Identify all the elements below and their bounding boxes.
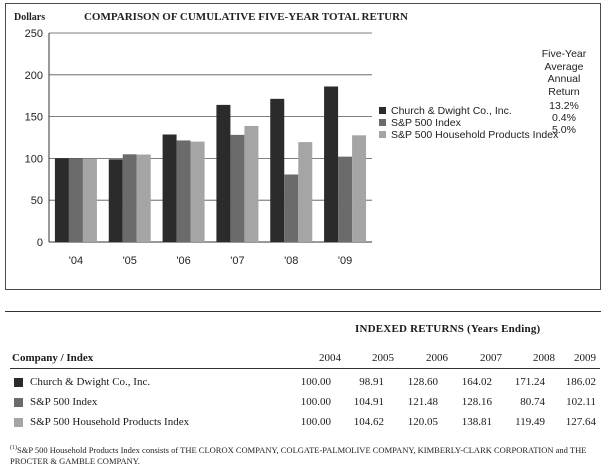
legend-label: Church & Dwight Co., Inc. (391, 105, 512, 117)
table-cell: 171.24 (514, 376, 545, 388)
table-cell: 80.74 (520, 396, 545, 408)
year-header: 2006 (426, 352, 448, 364)
y-axis-label: Dollars (14, 12, 45, 23)
footnote: (1)S&P 500 Household Products Index cons… (10, 443, 600, 468)
chart-title: COMPARISON OF CUMULATIVE FIVE-YEAR TOTAL… (84, 11, 408, 23)
y-tick-label: 250 (25, 28, 43, 40)
legend-return-sp500: 0.4% (552, 112, 576, 124)
table-cell: 121.48 (407, 396, 438, 408)
legend-header-line: Return (548, 85, 580, 98)
year-header: 2004 (319, 352, 341, 364)
x-tick-label: '09 (338, 255, 352, 267)
row-swatch (14, 418, 23, 427)
y-tick-label: 50 (31, 195, 43, 207)
table-cell: 164.02 (461, 376, 492, 388)
x-tick-label: '06 (176, 255, 190, 267)
x-tick-label: '07 (230, 255, 244, 267)
bar (216, 104, 231, 243)
table-row-sp500: S&P 500 Index 100.00 104.91 121.48 128.1… (10, 396, 600, 410)
year-header: 2009 (574, 352, 596, 364)
table-cell: 138.81 (461, 416, 492, 428)
x-tick-label: '04 (69, 255, 83, 267)
legend-header-line: Average (544, 60, 584, 73)
table-cell: 104.62 (353, 416, 384, 428)
y-tick-label: 200 (25, 70, 43, 82)
bar (230, 134, 245, 242)
chart-panel: Dollars COMPARISON OF CUMULATIVE FIVE-YE… (5, 3, 601, 290)
table-cell: 100.00 (300, 376, 331, 388)
y-tick-label: 100 (25, 153, 43, 165)
legend-returns-header: Five-Year Average Annual Return (526, 48, 602, 98)
bar (136, 154, 151, 242)
table-cell: 104.91 (353, 396, 384, 408)
row-swatch (14, 378, 23, 387)
legend-item-sp500: S&P 500 Index (379, 117, 461, 129)
legend-header-line: Five-Year (541, 48, 587, 60)
bar (82, 158, 97, 242)
legend-swatch (379, 107, 386, 114)
bar (324, 86, 339, 243)
x-tick-label: '08 (284, 255, 298, 267)
bar (108, 159, 123, 242)
table-cell: 120.05 (407, 416, 438, 428)
legend-label: S&P 500 Household Products Index (391, 129, 559, 141)
row-swatch (14, 398, 23, 407)
company-column-header: Company / Index (12, 352, 94, 364)
legend-return-church-dwight: 13.2% (549, 100, 579, 112)
bar (338, 156, 353, 242)
y-tick-label: 0 (37, 237, 43, 249)
year-header: 2007 (480, 352, 502, 364)
bar (68, 158, 83, 242)
table-cell: 186.02 (565, 376, 596, 388)
legend-swatch (379, 131, 386, 138)
table-cell: 128.16 (461, 396, 492, 408)
table-cell: 128.60 (407, 376, 438, 388)
bar (270, 98, 285, 243)
table-cell: 98.91 (359, 376, 384, 388)
table-cell: 127.64 (565, 416, 596, 428)
footnote-marker: (1) (10, 445, 17, 451)
table-top-rule (5, 311, 601, 312)
bar (244, 125, 259, 242)
table-cell: 100.00 (300, 416, 331, 428)
legend-label: S&P 500 Index (391, 117, 461, 129)
table-title: INDEXED RETURNS (Years Ending) (355, 323, 541, 335)
bar (352, 135, 367, 242)
x-tick-label: '05 (123, 255, 137, 267)
bar (298, 142, 313, 242)
table-header-row: Company / Index 2004 2005 2006 2007 2008… (10, 350, 598, 364)
row-name: Church & Dwight Co., Inc. (30, 376, 151, 388)
legend-item-church-dwight: Church & Dwight Co., Inc. (379, 105, 512, 117)
year-header: 2005 (372, 352, 394, 364)
row-name: S&P 500 Index (30, 396, 98, 408)
legend-header-line: Annual (547, 73, 581, 85)
bar (284, 174, 299, 242)
legend-return-household: 5.0% (552, 124, 576, 136)
bar (190, 141, 205, 242)
table-cell: 102.11 (566, 396, 596, 408)
y-tick-label: 150 (25, 112, 43, 124)
table-row-household: S&P 500 Household Products Index 100.00 … (10, 416, 600, 430)
table-cell: 100.00 (300, 396, 331, 408)
year-header: 2008 (533, 352, 555, 364)
legend-swatch (379, 119, 386, 126)
table-cell: 119.49 (515, 416, 545, 428)
bar (176, 140, 191, 242)
table-row-church-dwight: Church & Dwight Co., Inc. 100.00 98.91 1… (10, 376, 600, 390)
table-header-rule (10, 368, 600, 369)
footnote-text: S&P 500 Household Products Index consist… (10, 444, 587, 467)
bar (122, 154, 137, 242)
legend-item-household: S&P 500 Household Products Index (379, 129, 558, 141)
row-name: S&P 500 Household Products Index (30, 416, 190, 428)
bar-chart: Dollars COMPARISON OF CUMULATIVE FIVE-YE… (14, 11, 408, 267)
bar (162, 134, 177, 242)
bar (54, 158, 69, 242)
